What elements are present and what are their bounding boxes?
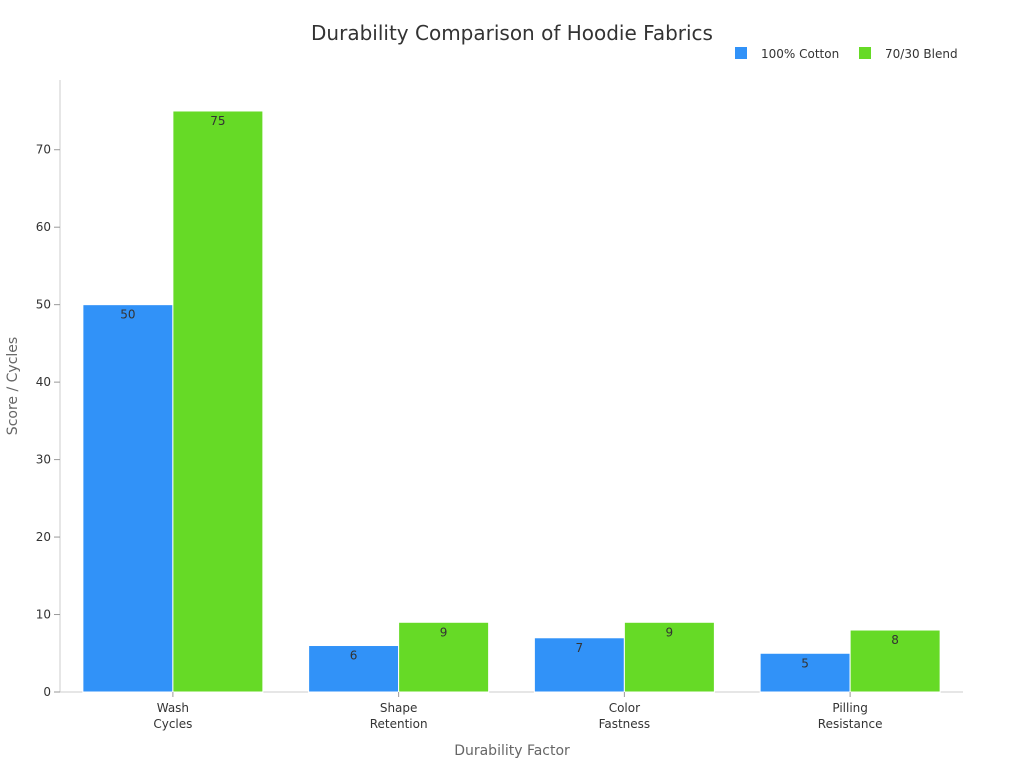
legend-label: 70/30 Blend bbox=[885, 47, 958, 61]
x-tick-label: Cycles bbox=[153, 717, 192, 731]
bar-value-label: 50 bbox=[120, 308, 135, 322]
x-tick-label: Pilling bbox=[832, 701, 868, 715]
x-tick-label: Fastness bbox=[599, 717, 651, 731]
y-tick-label: 70 bbox=[36, 143, 51, 157]
bar-blend bbox=[623, 621, 715, 693]
y-tick-label: 40 bbox=[36, 375, 51, 389]
bar-value-label: 9 bbox=[440, 625, 448, 639]
bar-value-label: 6 bbox=[350, 649, 358, 663]
legend-swatch bbox=[859, 47, 871, 59]
y-axis-title: Score / Cycles bbox=[5, 337, 21, 435]
x-tick-label: Shape bbox=[380, 701, 418, 715]
legend-label: 100% Cotton bbox=[761, 47, 839, 61]
x-axis-title: Durability Factor bbox=[454, 743, 570, 759]
x-tick-label: Wash bbox=[157, 701, 189, 715]
bar-cotton bbox=[533, 637, 625, 693]
bar-cotton bbox=[759, 652, 851, 693]
bar-cotton bbox=[82, 304, 174, 693]
bar-value-label: 5 bbox=[801, 656, 809, 670]
y-tick-label: 50 bbox=[36, 298, 51, 312]
chart-title: Durability Comparison of Hoodie Fabrics bbox=[311, 21, 713, 45]
x-tick-label: Resistance bbox=[818, 717, 883, 731]
legend-swatch bbox=[735, 47, 747, 59]
y-tick-label: 20 bbox=[36, 530, 51, 544]
bar-value-label: 8 bbox=[891, 633, 899, 647]
x-tick-label: Color bbox=[609, 701, 640, 715]
bar-value-label: 75 bbox=[210, 114, 225, 128]
bar-value-label: 9 bbox=[666, 625, 674, 639]
y-tick-label: 0 bbox=[43, 685, 51, 699]
y-axis-ticks: 0 10 20 30 40 50 60 70 bbox=[36, 143, 60, 699]
bar-blend bbox=[398, 621, 490, 693]
x-tick-label: Retention bbox=[370, 717, 428, 731]
bar-blend bbox=[849, 629, 941, 693]
bar-value-label: 7 bbox=[576, 641, 584, 655]
bar-blend bbox=[172, 110, 264, 693]
y-tick-label: 30 bbox=[36, 453, 51, 467]
legend: 100% Cotton 70/30 Blend bbox=[735, 47, 958, 61]
y-tick-label: 10 bbox=[36, 608, 51, 622]
x-axis-ticks: Wash Cycles Shape Retention Color Fastness Pil… bbox=[153, 692, 882, 731]
y-tick-label: 60 bbox=[36, 220, 51, 234]
